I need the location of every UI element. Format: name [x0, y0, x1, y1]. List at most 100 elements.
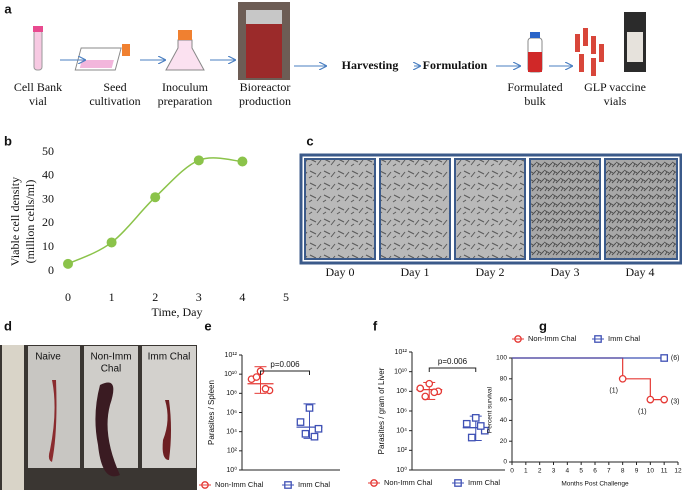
data-point [301, 429, 310, 438]
x-tick-label: 3 [552, 468, 556, 475]
y-axis-title: Viable cell density [8, 177, 22, 266]
data-point [252, 373, 261, 381]
count-label: (1) [609, 388, 618, 395]
y-tick-label: 100 [496, 355, 507, 362]
panel-label: b [4, 133, 12, 148]
data-point [430, 388, 439, 397]
legend-marker [594, 335, 602, 343]
y-tick-label: 0 [503, 459, 507, 466]
x-tick-label: 5 [283, 290, 289, 304]
data-point [150, 192, 161, 203]
workflow-step: production [239, 94, 291, 108]
count-label: (1) [638, 408, 647, 415]
x-tick-label: 0 [510, 468, 514, 475]
data-point [471, 414, 480, 422]
micrograph-label: Day 3 [551, 265, 580, 279]
data-point [480, 426, 489, 435]
data-point [467, 433, 476, 442]
y-tick-label: 20 [500, 438, 508, 445]
y-tick-label: 10¹⁰ [394, 368, 407, 376]
spleen-label: Non-Imm [90, 352, 131, 363]
legend-marker [201, 481, 209, 489]
spleen-label: Chal [101, 364, 122, 375]
workflow-step: Formulation [423, 58, 488, 72]
workflow-step: vials [604, 94, 627, 108]
micrograph-label: Day 0 [326, 265, 355, 279]
workflow-step: preparation [158, 94, 213, 108]
x-tick-label: 2 [152, 290, 158, 304]
significance-bracket [428, 367, 477, 372]
censor-marker [660, 395, 669, 404]
workflow-step: cultivation [89, 94, 140, 108]
y-axis-title: Parasites / Spleen [207, 380, 216, 445]
legend-label: Imm Chal [608, 334, 640, 343]
data-point [462, 419, 471, 428]
y-tick-label: 30 [42, 191, 54, 205]
workflow-step: Formulated [507, 80, 562, 94]
censor-marker [660, 354, 669, 362]
x-tick-label: 2 [538, 468, 542, 475]
panel-label: a [4, 1, 12, 16]
panel-label: c [306, 133, 313, 148]
legend-label: Non-Imm Chal [528, 334, 577, 343]
y-tick-label: 10¹² [225, 352, 238, 359]
micrograph-label: Day 2 [476, 265, 505, 279]
data-point [106, 237, 117, 248]
data-point [425, 379, 434, 388]
y-tick-label: 10² [397, 447, 408, 454]
spleen-label: Imm Chal [148, 352, 191, 363]
censor-marker [646, 395, 655, 404]
y-axis-title: Percent survival [487, 386, 494, 433]
x-tick-label: 4 [239, 290, 245, 304]
legend-marker [514, 335, 522, 343]
x-tick-label: 4 [566, 468, 570, 475]
data-point [296, 418, 305, 426]
legend-label: Non-Imm Chal [215, 480, 264, 489]
x-tick-label: 1 [524, 468, 528, 475]
legend-marker [284, 481, 292, 489]
legend-label: Non-Imm Chal [384, 478, 433, 487]
x-tick-label: 3 [196, 290, 202, 304]
panel-label: e [204, 318, 211, 333]
x-tick-label: 11 [661, 468, 668, 475]
x-tick-label: 10 [647, 468, 655, 475]
count-label: (3) [671, 398, 680, 405]
data-point [63, 258, 73, 269]
x-tick-label: 9 [635, 468, 639, 475]
y-tick-label: 10² [227, 448, 238, 455]
significance-bracket [260, 370, 310, 375]
data-point [237, 156, 248, 167]
data-point [305, 404, 314, 412]
workflow-step: Bioreactor [240, 80, 291, 94]
micrograph-label: Day 4 [626, 265, 655, 279]
workflow-step: Inoculum [162, 80, 209, 94]
workflow-step: vial [29, 94, 48, 108]
y-tick-label: 40 [42, 168, 54, 182]
y-axis-title: Parasites / gram of Liver [377, 367, 386, 454]
y-tick-label: 10⁶ [226, 409, 237, 416]
legend-label: Imm Chal [468, 478, 500, 487]
x-tick-label: 5 [579, 468, 583, 475]
y-tick-label: 80 [500, 376, 508, 383]
workflow-step: Harvesting [342, 58, 399, 72]
data-point [421, 392, 430, 401]
legend-marker [454, 479, 462, 487]
growth-curve [67, 157, 243, 265]
x-axis-title: Months Post Challenge [561, 481, 629, 488]
y-tick-label: 60 [500, 396, 508, 403]
legend-marker [370, 479, 378, 487]
y-tick-label: 10⁸ [226, 390, 237, 397]
spleen-photo [0, 345, 197, 490]
workflow-step: GLP vaccine [584, 80, 646, 94]
y-tick-label: 50 [42, 144, 54, 158]
legend-label: Imm Chal [298, 480, 330, 489]
survival-line [512, 357, 665, 401]
workflow-step: bulk [524, 94, 545, 108]
x-tick-label: 0 [65, 290, 71, 304]
x-tick-label: 8 [621, 468, 625, 475]
y-tick-label: 40 [500, 417, 508, 424]
data-point [314, 424, 323, 433]
censor-marker [618, 374, 627, 383]
count-label: (6) [671, 355, 680, 362]
